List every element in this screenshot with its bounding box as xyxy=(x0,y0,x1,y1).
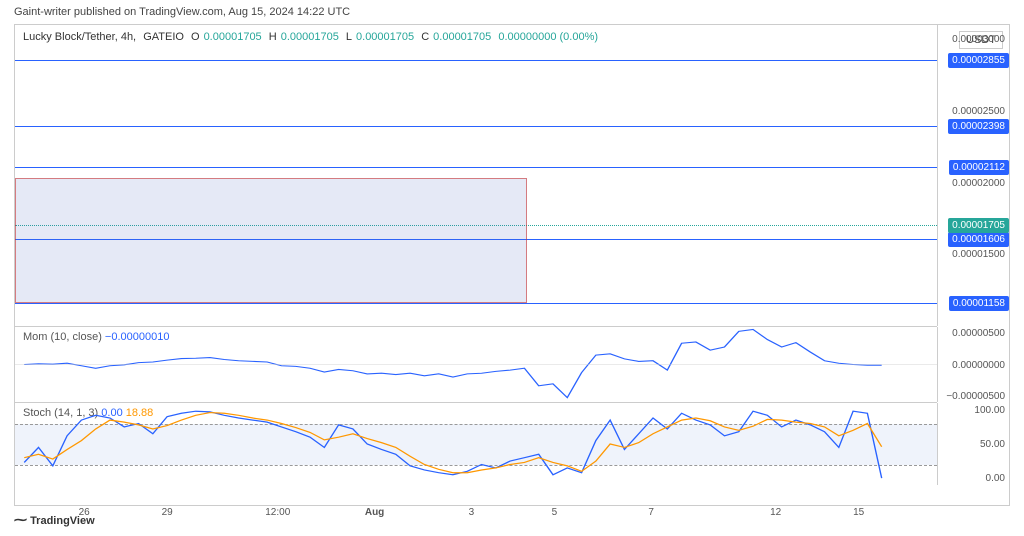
stochastic-panel[interactable]: Stoch (14, 1, 3) 0.00 18.88 100.0050.000… xyxy=(15,403,937,485)
price-axis[interactable]: 0.00003000 0.00002500 0.00002000 0.00001500… xyxy=(937,25,1009,326)
time-tick: 5 xyxy=(552,507,558,518)
mom-tick: −0.00000500 xyxy=(946,391,1005,402)
current-price-label: 0.00001705 xyxy=(948,218,1009,233)
time-tick: 12:00 xyxy=(265,507,290,518)
ohlc-h: 0.00001705 xyxy=(281,31,339,43)
mom-tick: 0.00000000 xyxy=(952,360,1005,371)
ohlc-c: 0.00001705 xyxy=(433,31,491,43)
ohlc-l: 0.00001705 xyxy=(356,31,414,43)
stoch-tick: 50.00 xyxy=(980,439,1005,450)
mom-line xyxy=(15,327,937,402)
level-label: 0.00002855 xyxy=(948,53,1009,68)
level-label: 0.00002398 xyxy=(948,119,1009,134)
supply-zone[interactable] xyxy=(15,178,527,304)
time-tick: 29 xyxy=(162,507,173,518)
ohlc-c-label: C xyxy=(421,31,429,43)
stoch-tick: 0.00 xyxy=(986,473,1005,484)
stoch-lines xyxy=(15,403,937,485)
price-tick: 0.00002000 xyxy=(952,178,1005,189)
stoch-axis[interactable]: 100.00 50.00 0.00 xyxy=(937,403,1009,485)
price-tick: 0.00001500 xyxy=(952,249,1005,260)
time-tick: 7 xyxy=(648,507,654,518)
candlestick-area[interactable] xyxy=(15,25,937,326)
pair-label: Lucky Block/Tether, 4h, xyxy=(23,31,136,43)
time-tick: 12 xyxy=(770,507,781,518)
tradingview-logo: ⁓ TradingView xyxy=(14,512,95,528)
level-label: 0.00001158 xyxy=(949,296,1009,311)
horizontal-level[interactable] xyxy=(15,303,937,304)
symbol-info-bar: Lucky Block/Tether, 4h, GATEIO O 0.000017… xyxy=(23,31,602,43)
ohlc-o-label: O xyxy=(191,31,200,43)
attribution-text: Gaint-writer published on TradingView.co… xyxy=(14,6,350,18)
price-tick: 0.00003000 xyxy=(952,34,1005,45)
ohlc-o: 0.00001705 xyxy=(204,31,262,43)
horizontal-level[interactable] xyxy=(15,167,937,168)
horizontal-level[interactable] xyxy=(15,60,937,61)
mom-axis[interactable]: 0.00000500 0.00000000 −0.00000500 xyxy=(937,327,1009,402)
time-tick: Aug xyxy=(365,507,384,518)
exchange-label: GATEIO xyxy=(143,31,184,43)
ohlc-h-label: H xyxy=(269,31,277,43)
time-axis[interactable]: 262912:00Aug3571215 xyxy=(15,507,937,527)
price-tick: 0.00002500 xyxy=(952,106,1005,117)
momentum-panel[interactable]: Mom (10, close) −0.00000010 0.000005000.… xyxy=(15,327,937,403)
time-tick: 15 xyxy=(853,507,864,518)
ohlc-l-label: L xyxy=(346,31,352,43)
main-price-chart[interactable]: Lucky Block/Tether, 4h, GATEIO O 0.000017… xyxy=(15,25,937,327)
horizontal-level[interactable] xyxy=(15,126,937,127)
level-label: 0.00002112 xyxy=(949,160,1009,175)
change-label: 0.00000000 (0.00%) xyxy=(498,31,598,43)
level-label: 0.00001606 xyxy=(948,232,1009,247)
chart-container: Lucky Block/Tether, 4h, GATEIO O 0.000017… xyxy=(14,24,1010,506)
mom-tick: 0.00000500 xyxy=(952,328,1005,339)
time-tick: 3 xyxy=(469,507,475,518)
stoch-tick: 100.00 xyxy=(974,405,1005,416)
stoch-plot xyxy=(15,403,937,485)
